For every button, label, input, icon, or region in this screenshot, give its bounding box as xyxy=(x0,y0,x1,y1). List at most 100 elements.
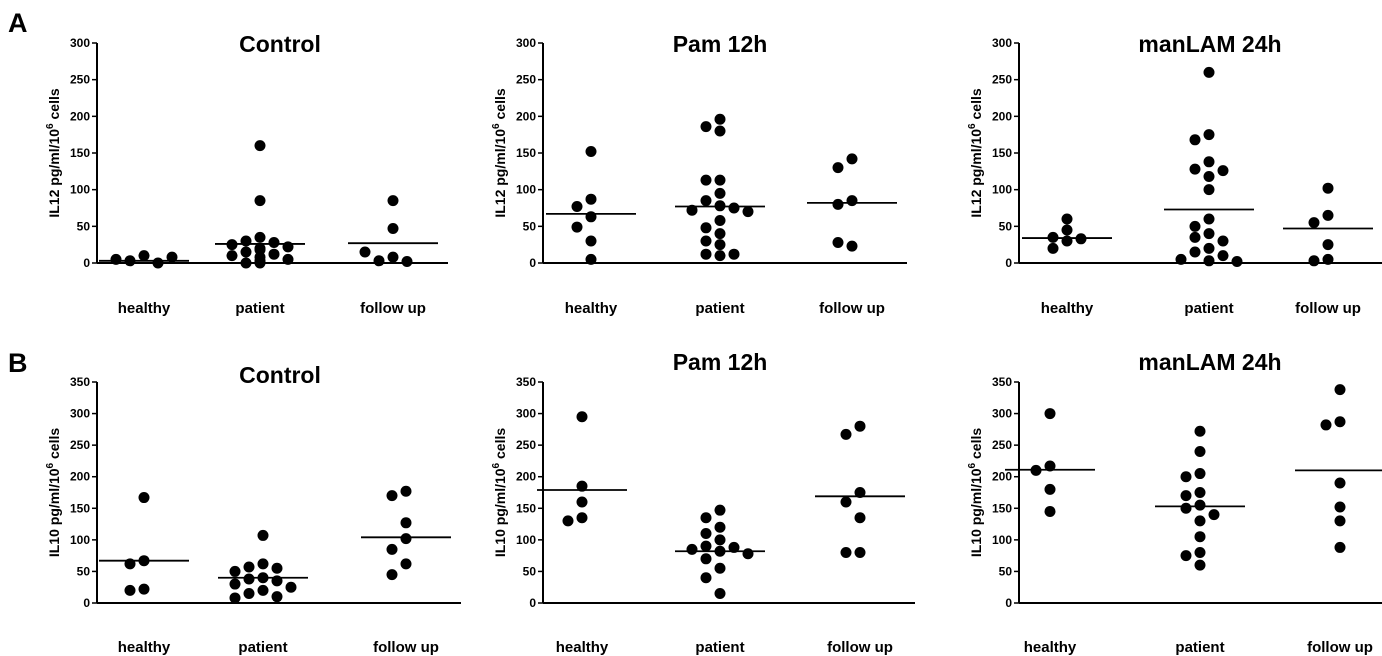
data-point xyxy=(1061,224,1073,236)
data-point xyxy=(571,221,583,233)
data-point xyxy=(700,222,712,234)
data-point xyxy=(1189,246,1201,258)
y-tick-label: 200 xyxy=(70,470,90,484)
data-point xyxy=(742,206,754,218)
data-point xyxy=(576,480,588,492)
data-point xyxy=(854,546,866,558)
y-tick-label: 300 xyxy=(992,36,1012,50)
y-tick-label: 200 xyxy=(516,109,536,123)
data-point xyxy=(271,591,283,603)
data-point xyxy=(1308,255,1320,267)
data-point xyxy=(1203,170,1215,182)
data-point xyxy=(243,588,255,600)
data-point xyxy=(1189,163,1201,175)
data-point xyxy=(226,250,238,262)
y-tick-label: 100 xyxy=(70,533,90,547)
data-point xyxy=(1203,129,1215,141)
data-point xyxy=(714,250,726,262)
data-point xyxy=(1208,509,1220,521)
data-point xyxy=(700,195,712,207)
data-point xyxy=(373,255,385,267)
y-tick-label: 0 xyxy=(1005,596,1012,610)
chart-b-control: Control 0 50 100 150 200 250 300 350 IL10 pg/ml/1… xyxy=(45,362,461,656)
data-point xyxy=(1189,231,1201,243)
chart-a-control: Control 0 50 100 150 200 250 300 IL12 pg/ml/106 … xyxy=(45,31,448,317)
data-point xyxy=(1180,550,1192,562)
data-point xyxy=(1320,419,1332,431)
data-point xyxy=(138,492,150,504)
y-tick-label: 100 xyxy=(516,533,536,547)
data-point xyxy=(240,257,252,269)
data-point xyxy=(1217,235,1229,247)
category-label-follow-up: follow up xyxy=(360,300,426,317)
data-point xyxy=(576,512,588,524)
y-axis-label: IL12 pg/ml/106 cells xyxy=(491,88,508,218)
data-point xyxy=(387,251,399,263)
data-point xyxy=(1322,209,1334,221)
y-tick-label: 150 xyxy=(516,146,536,160)
data-point xyxy=(257,558,269,570)
data-point xyxy=(386,569,398,581)
y-tick-label: 50 xyxy=(77,564,91,578)
y-tick-label: 250 xyxy=(992,438,1012,452)
data-point xyxy=(728,248,740,260)
data-point xyxy=(229,565,241,577)
category-label-healthy: healthy xyxy=(565,300,618,317)
data-point xyxy=(1044,460,1056,472)
y-tick-label: 350 xyxy=(70,375,90,389)
y-tick-label: 200 xyxy=(992,470,1012,484)
y-tick-label: 50 xyxy=(999,564,1013,578)
data-point xyxy=(359,246,371,258)
data-point xyxy=(386,490,398,502)
data-point xyxy=(832,236,844,248)
data-point xyxy=(700,174,712,186)
data-point xyxy=(138,583,150,595)
data-point xyxy=(1044,505,1056,517)
category-label-follow-up: follow up xyxy=(819,300,885,317)
data-point xyxy=(400,533,412,545)
data-point xyxy=(1194,487,1206,498)
chart-title: manLAM 24h xyxy=(1138,349,1281,375)
y-tick-label: 0 xyxy=(529,256,536,270)
y-tick-label: 0 xyxy=(1005,256,1012,270)
data-point xyxy=(110,253,122,265)
y-axis-label: IL12 pg/ml/106 cells xyxy=(45,88,62,218)
data-point xyxy=(714,588,726,600)
data-point xyxy=(268,236,280,248)
y-tick-label: 250 xyxy=(992,73,1012,87)
y-axis-label: IL10 pg/ml/106 cells xyxy=(491,428,508,558)
y-axis-label: IL10 pg/ml/106 cells xyxy=(967,428,984,558)
data-point xyxy=(1194,531,1206,543)
data-point xyxy=(846,240,858,252)
data-point xyxy=(714,504,726,516)
data-point xyxy=(1194,546,1206,558)
data-point xyxy=(700,248,712,260)
category-label-patient: patient xyxy=(1175,639,1224,656)
chart-title: Control xyxy=(239,362,321,388)
chart-a-pam-12h: Pam 12h 0 50 100 150 200 250 300 IL12 pg/ml/106 … xyxy=(491,31,907,317)
data-point xyxy=(254,257,266,269)
data-point xyxy=(257,584,269,596)
y-tick-label: 0 xyxy=(529,596,536,610)
data-point xyxy=(282,241,294,253)
data-point xyxy=(742,548,754,560)
y-tick-label: 50 xyxy=(523,219,537,233)
data-point xyxy=(1334,501,1346,513)
data-point xyxy=(846,153,858,165)
data-point xyxy=(229,592,241,604)
category-label-healthy: healthy xyxy=(556,639,609,656)
y-tick-label: 50 xyxy=(999,219,1013,233)
data-point xyxy=(1061,235,1073,247)
data-point xyxy=(585,235,597,247)
data-point xyxy=(1203,242,1215,254)
y-tick-label: 150 xyxy=(992,501,1012,515)
data-point xyxy=(282,253,294,265)
data-point xyxy=(1203,156,1215,168)
data-point xyxy=(254,195,266,207)
y-tick-label: 250 xyxy=(70,438,90,452)
chart-a-manlam-24h: manLAM 24h 0 50 100 150 200 250 300 IL12 pg/ml/1… xyxy=(967,31,1382,317)
data-point xyxy=(576,496,588,508)
data-point xyxy=(700,512,712,524)
data-point xyxy=(1231,256,1243,268)
